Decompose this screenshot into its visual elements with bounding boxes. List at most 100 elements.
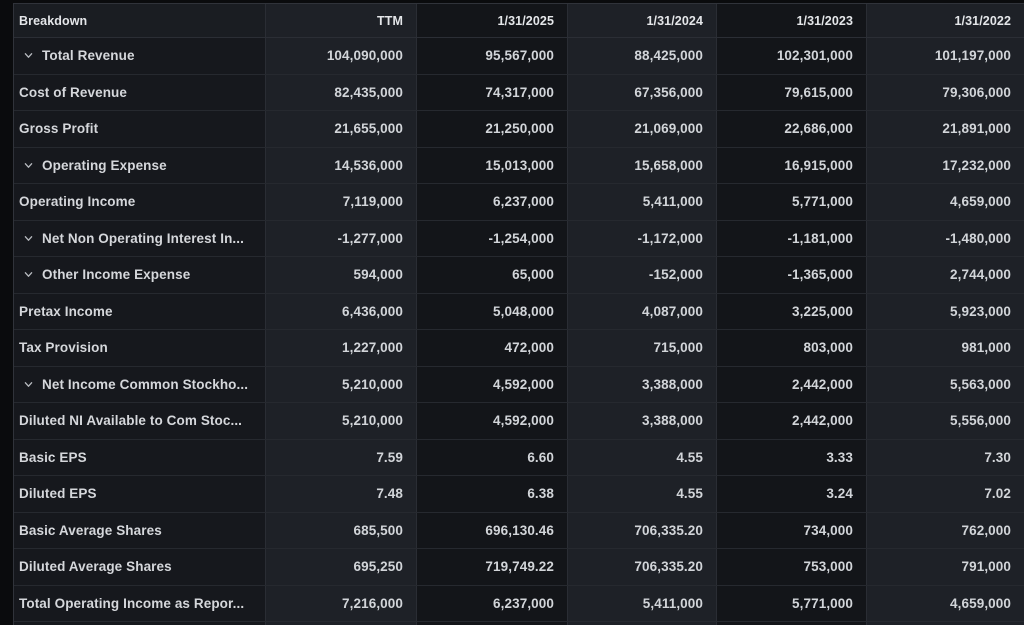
table-row: Net Non Operating Interest In... -1,277,0… bbox=[14, 220, 1024, 257]
cell-value: 5,556,000 bbox=[866, 403, 1024, 439]
cell-value: 14,536,000 bbox=[265, 147, 416, 183]
cell-value: 79,306,000 bbox=[866, 74, 1024, 110]
row-label: Basic Average Shares bbox=[19, 522, 162, 538]
cell-value: 5,048,000 bbox=[416, 293, 567, 329]
row-label: Diluted EPS bbox=[19, 486, 97, 502]
column-header-period-2: 1/31/2025 bbox=[416, 4, 567, 37]
cell-value: 3.24 bbox=[716, 476, 866, 512]
cell-value: -1,254,000 bbox=[416, 220, 567, 256]
row-label-cell[interactable]: Operating Expense bbox=[14, 147, 265, 183]
cell-value: 4,087,000 bbox=[567, 293, 716, 329]
cell-value: 21,655,000 bbox=[265, 111, 416, 147]
row-label-cell bbox=[14, 622, 265, 625]
cell-value: -1,480,000 bbox=[866, 220, 1024, 256]
column-header-period-3: 1/31/2024 bbox=[567, 4, 716, 37]
cell-value: 715,000 bbox=[567, 330, 716, 366]
row-label-cell[interactable]: Other Income Expense bbox=[14, 257, 265, 293]
cell-value: 3.33 bbox=[716, 439, 866, 475]
cell-value: 594,000 bbox=[265, 257, 416, 293]
row-label-cell: Operating Income bbox=[14, 184, 265, 220]
table-row: Net Income Common Stockho... 5,210,000 4,5… bbox=[14, 366, 1024, 403]
row-label-cell: Gross Profit bbox=[14, 111, 265, 147]
cell-value: 82,435,000 bbox=[265, 74, 416, 110]
cell-value: 2,442,000 bbox=[716, 366, 866, 402]
row-label-cell[interactable]: Net Income Common Stockho... bbox=[14, 366, 265, 402]
cell-value: 3,388,000 bbox=[567, 366, 716, 402]
table-row: Pretax Income 6,436,000 5,048,000 4,087,000… bbox=[14, 293, 1024, 330]
cell-value: 4,659,000 bbox=[866, 585, 1024, 621]
cell-value: 706,335.20 bbox=[567, 549, 716, 585]
cell-value: 472,000 bbox=[416, 330, 567, 366]
column-header-label: TTM bbox=[377, 13, 403, 28]
cell-value: 95,567,000 bbox=[416, 38, 567, 74]
cell-value: 101,197,000 bbox=[866, 38, 1024, 74]
cell-value: 2,744,000 bbox=[866, 257, 1024, 293]
table-row: Other Income Expense 594,000 65,000 -152,00… bbox=[14, 257, 1024, 294]
row-label: Total Operating Income as Repor... bbox=[19, 595, 245, 611]
column-header-label: 1/31/2025 bbox=[497, 13, 554, 28]
chevron-down-icon[interactable] bbox=[23, 269, 34, 280]
column-header-label: Breakdown bbox=[19, 13, 88, 28]
row-label-cell: Diluted Average Shares bbox=[14, 549, 265, 585]
cell-value: 696,130.46 bbox=[416, 512, 567, 548]
cell-value: 5,210,000 bbox=[265, 366, 416, 402]
cell-value: 88,425,000 bbox=[567, 38, 716, 74]
chevron-down-icon[interactable] bbox=[23, 50, 34, 61]
cell-value: 21,250,000 bbox=[416, 111, 567, 147]
cell-value: 67,356,000 bbox=[567, 74, 716, 110]
cell-value: -1,181,000 bbox=[716, 220, 866, 256]
row-label-cell: Basic EPS bbox=[14, 439, 265, 475]
table-row: Tax Provision 1,227,000 472,000 715,000 803,… bbox=[14, 330, 1024, 367]
row-label-cell[interactable]: Net Non Operating Interest In... bbox=[14, 220, 265, 256]
cell-value: 3,388,000 bbox=[567, 403, 716, 439]
cell-value bbox=[716, 622, 866, 625]
column-header-breakdown: Breakdown bbox=[14, 4, 265, 37]
column-header-label: 1/31/2024 bbox=[646, 13, 703, 28]
row-label: Total Revenue bbox=[42, 48, 135, 64]
cell-value: 6.38 bbox=[416, 476, 567, 512]
cell-value: 79,615,000 bbox=[716, 74, 866, 110]
row-label-cell: Cost of Revenue bbox=[14, 74, 265, 110]
table-row: Basic Average Shares 685,500 696,130.46 706… bbox=[14, 512, 1024, 549]
cell-value: 21,069,000 bbox=[567, 111, 716, 147]
cell-value: -152,000 bbox=[567, 257, 716, 293]
row-label-cell[interactable]: Total Revenue bbox=[14, 38, 265, 74]
table-row: Diluted EPS 7.48 6.38 4.55 3.24 7.02 bbox=[14, 476, 1024, 513]
cell-value: 6,237,000 bbox=[416, 585, 567, 621]
cell-value: 5,771,000 bbox=[716, 184, 866, 220]
chevron-down-icon[interactable] bbox=[23, 233, 34, 244]
row-label: Basic EPS bbox=[19, 449, 87, 465]
chevron-down-icon[interactable] bbox=[23, 379, 34, 390]
cell-value bbox=[416, 622, 567, 625]
cell-value: 15,013,000 bbox=[416, 147, 567, 183]
cell-value: 4.55 bbox=[567, 439, 716, 475]
cell-value: -1,365,000 bbox=[716, 257, 866, 293]
cell-value: 6,237,000 bbox=[416, 184, 567, 220]
cell-value: 7.48 bbox=[265, 476, 416, 512]
column-header-period-4: 1/31/2023 bbox=[716, 4, 866, 37]
row-label: Pretax Income bbox=[19, 303, 113, 319]
row-label: Gross Profit bbox=[19, 121, 99, 137]
row-label: Net Income Common Stockho... bbox=[42, 376, 249, 392]
table-row: Diluted Average Shares 695,250 719,749.22 7… bbox=[14, 549, 1024, 586]
cell-value: 791,000 bbox=[866, 549, 1024, 585]
chevron-down-icon[interactable] bbox=[23, 160, 34, 171]
cell-value: 4,592,000 bbox=[416, 366, 567, 402]
cell-value: 5,923,000 bbox=[866, 293, 1024, 329]
row-label-cell: Basic Average Shares bbox=[14, 512, 265, 548]
table-row: Cost of Revenue 82,435,000 74,317,000 67,35… bbox=[14, 74, 1024, 111]
cell-value: 7.02 bbox=[866, 476, 1024, 512]
table-row: Operating Income 7,119,000 6,237,000 5,411,… bbox=[14, 184, 1024, 221]
row-label-cell: Diluted NI Available to Com Stoc... bbox=[14, 403, 265, 439]
cell-value: -1,172,000 bbox=[567, 220, 716, 256]
cell-value: 22,686,000 bbox=[716, 111, 866, 147]
cell-value: 16,915,000 bbox=[716, 147, 866, 183]
cell-value: 4,659,000 bbox=[866, 184, 1024, 220]
table-row: Basic EPS 7.59 6.60 4.55 3.33 7.30 bbox=[14, 439, 1024, 476]
cell-value: 6.60 bbox=[416, 439, 567, 475]
cell-value: 5,771,000 bbox=[716, 585, 866, 621]
table-row: Diluted NI Available to Com Stoc... 5,210… bbox=[14, 403, 1024, 440]
cell-value: 981,000 bbox=[866, 330, 1024, 366]
table-row: Gross Profit 21,655,000 21,250,000 21,069,0… bbox=[14, 111, 1024, 148]
cell-value: 5,563,000 bbox=[866, 366, 1024, 402]
